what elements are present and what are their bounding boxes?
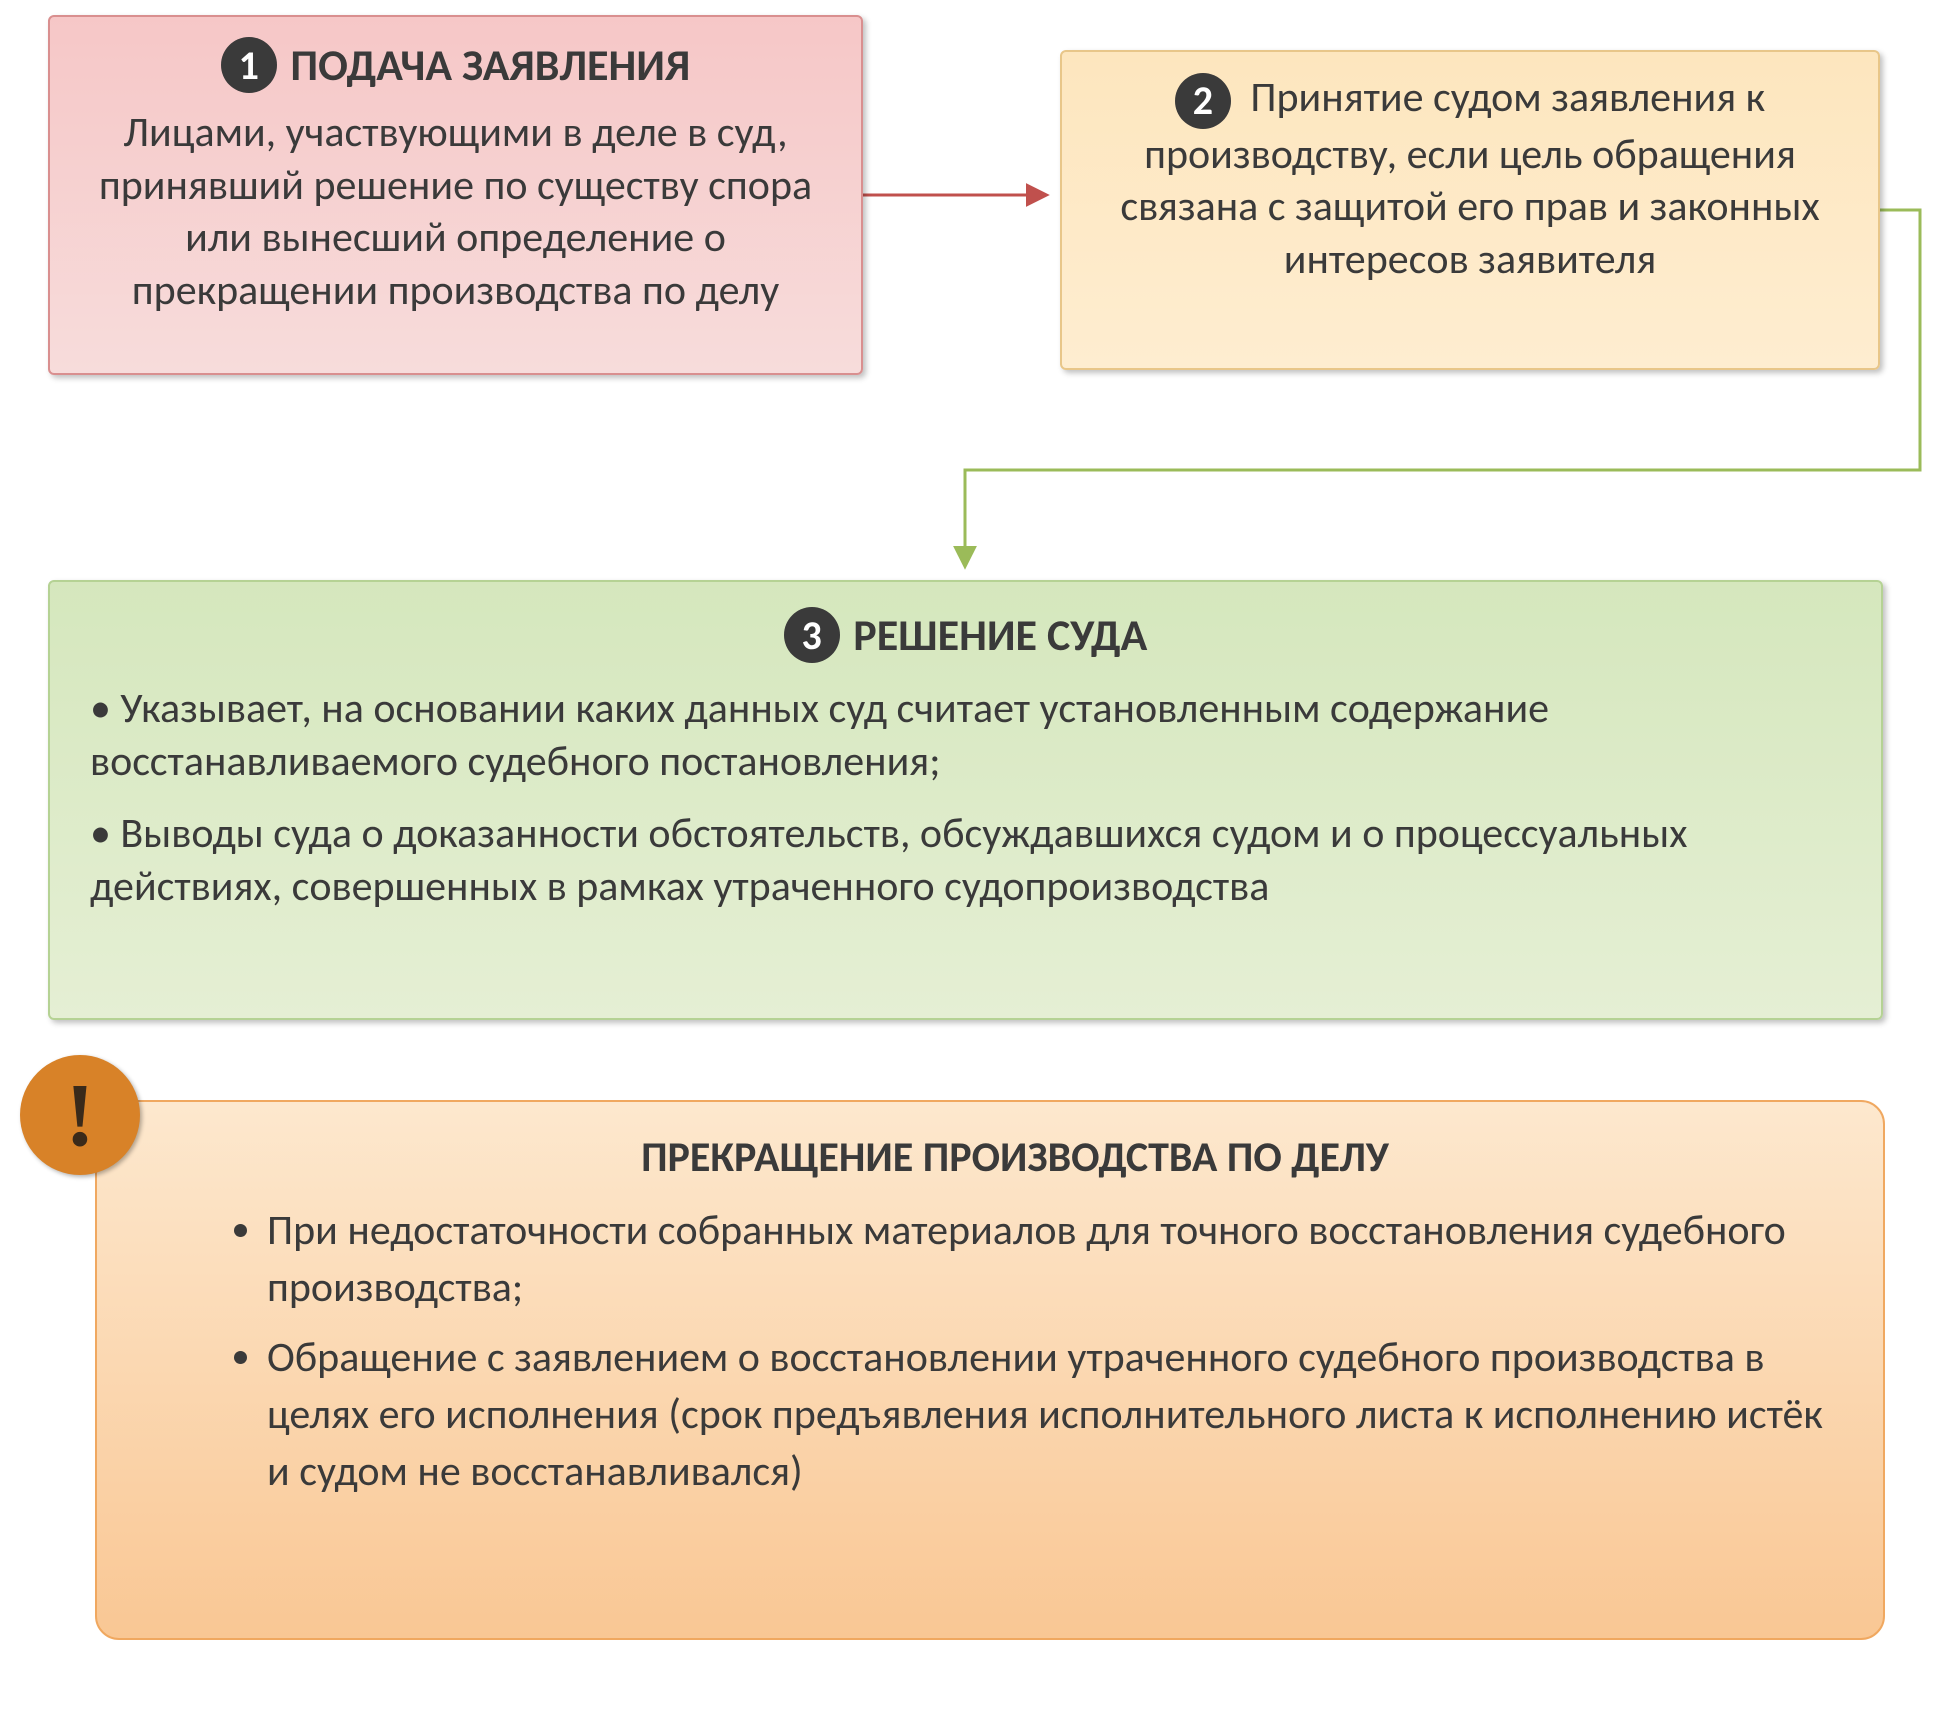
box3-bullet-2: • Выводы суда о доказанности обстоятельс… (90, 808, 1841, 913)
box1-body: Лицами, участвующими в деле в суд, приня… (80, 107, 831, 317)
box3-bullet-1: • Указывает, на основании каких данных с… (90, 683, 1841, 788)
exclamation-icon: ! (20, 1055, 140, 1175)
flowchart-container: 1 ПОДАЧА ЗАЯВЛЕНИЯ Лицами, участвующими … (0, 0, 1950, 1719)
box3-bullet-2-text: Выводы суда о доказанности обстоятельств… (90, 808, 1687, 912)
node-box2: 2 Принятие судом заявления к производств… (1060, 50, 1880, 370)
box1-title: ПОДАЧА ЗАЯВЛЕНИЯ (290, 38, 690, 92)
box2-body: 2 Принятие судом заявления к производств… (1092, 72, 1848, 286)
node-box4: ПРЕКРАЩЕНИЕ ПРОИЗВОДСТВА ПО ДЕЛУ При нед… (95, 1100, 1885, 1640)
box4-bullet-1: При недостаточности собранных материалов… (267, 1203, 1833, 1316)
box3-title: РЕШЕНИЕ СУДА (853, 608, 1147, 662)
box3-title-row: 3 РЕШЕНИЕ СУДА (90, 607, 1841, 663)
badge-2-icon: 2 (1175, 73, 1231, 129)
box4-bullet-2: Обращение с заявлением о восстановлении … (267, 1330, 1833, 1500)
box4-title: ПРЕКРАЩЕНИЕ ПРОИЗВОДСТВА ПО ДЕЛУ (197, 1132, 1833, 1183)
box3-bullet-1-text: Указывает, на основании каких данных суд… (90, 683, 1549, 787)
badge-1-icon: 1 (221, 37, 277, 93)
node-box3: 3 РЕШЕНИЕ СУДА • Указывает, на основании… (48, 580, 1883, 1020)
box1-title-row: 1 ПОДАЧА ЗАЯВЛЕНИЯ (80, 37, 831, 93)
box4-list: При недостаточности собранных материалов… (197, 1203, 1833, 1500)
node-box1: 1 ПОДАЧА ЗАЯВЛЕНИЯ Лицами, участвующими … (48, 15, 863, 375)
badge-3-icon: 3 (784, 607, 840, 663)
